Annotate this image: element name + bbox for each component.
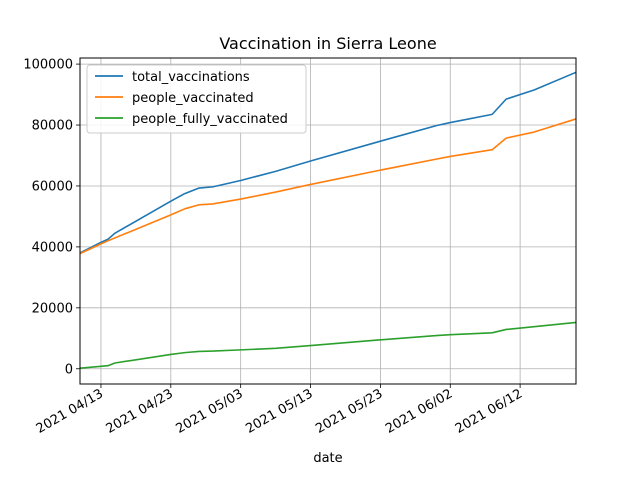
series-layer xyxy=(79,71,577,369)
grid-layer xyxy=(80,58,576,384)
x-tick-label: 2021 05/23 xyxy=(313,386,385,436)
series-line-people-fully-vaccinated xyxy=(79,321,577,369)
legend: total_vaccinations people_vaccinatedpeopl… xyxy=(86,64,307,134)
x-tick-label: 2021 05/03 xyxy=(173,386,245,436)
plot-frame xyxy=(79,57,577,385)
chart-title: Vaccination in Sierra Leone xyxy=(219,34,436,53)
legend-label: people_vaccinated xyxy=(132,91,254,106)
y-tick-label: 0 xyxy=(65,362,73,377)
y-tick-label: 40000 xyxy=(32,240,73,255)
y-tick-label: 80000 xyxy=(32,119,73,134)
legend-label: people_fully_vaccinated xyxy=(132,112,288,127)
x-tick-label: 2021 06/12 xyxy=(453,386,525,436)
y-tick-label: 60000 xyxy=(32,179,73,194)
legend-label: total_vaccinations xyxy=(132,70,250,85)
series-line-total-vaccinations xyxy=(79,71,577,254)
x-tick-label: 2021 04/23 xyxy=(104,386,176,436)
x-tick-label: 2021 06/02 xyxy=(383,386,455,436)
y-axis: 0 20000 40000 60000 80000 100000 xyxy=(23,58,80,377)
x-tick-label: 2021 05/13 xyxy=(243,386,315,436)
y-tick-label: 20000 xyxy=(32,301,73,316)
series-line-people-vaccinated xyxy=(79,118,577,255)
y-tick-label: 100000 xyxy=(23,58,73,73)
x-tick-label: 2021 04/13 xyxy=(34,386,106,436)
legend-box xyxy=(86,64,307,134)
x-axis-label: date xyxy=(313,451,342,466)
